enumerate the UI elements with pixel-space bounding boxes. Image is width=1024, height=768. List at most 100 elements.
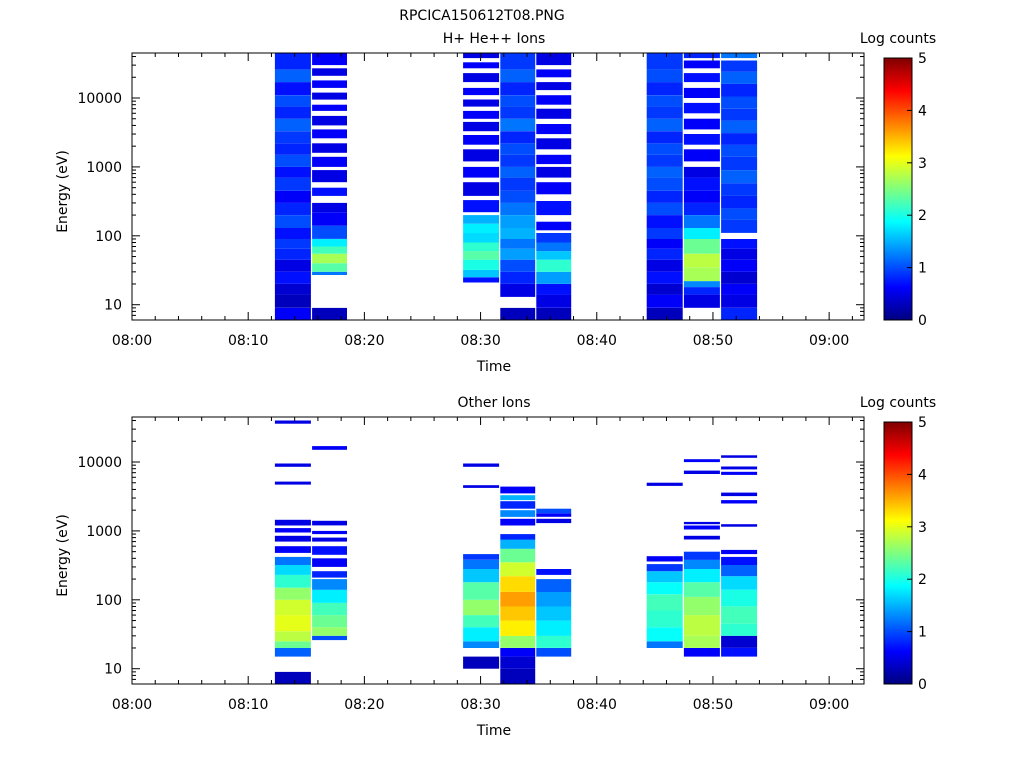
heatmap-cell: [274, 131, 311, 144]
heatmap-cell: [463, 53, 500, 59]
heatmap-cell: [463, 223, 500, 233]
heatmap-cell: [500, 562, 536, 577]
heatmap-cell: [500, 202, 536, 215]
heatmap-cell: [500, 95, 536, 107]
heatmap-cell: [721, 53, 758, 59]
heatmap-cell: [721, 133, 758, 145]
heatmap-cell: [646, 143, 683, 155]
heatmap-cell: [312, 156, 347, 167]
heatmap-cell: [312, 129, 347, 139]
heatmap-cell: [646, 118, 683, 132]
heatmap-cell: [500, 177, 536, 191]
colorbar-tick-label: 5: [918, 51, 927, 67]
heatmap-cell: [646, 571, 683, 583]
heatmap-cell: [683, 215, 720, 228]
colorbar-tick-label: 3: [918, 520, 927, 536]
heatmap-cell: [274, 671, 311, 684]
heatmap-cell: [274, 190, 311, 203]
heatmap-cell: [683, 134, 720, 145]
heatmap-cell: [500, 495, 536, 501]
heatmap-cell: [312, 546, 347, 555]
heatmap-cell: [536, 620, 572, 636]
heatmap-cell: [721, 60, 758, 72]
heatmap-cell: [536, 242, 572, 252]
heatmap-cell: [500, 106, 536, 119]
heatmap-cell: [721, 239, 758, 249]
heatmap-cell: [683, 60, 720, 69]
heatmap-cell: [536, 251, 572, 260]
heatmap-cell: [274, 259, 311, 272]
heatmap-cell: [312, 80, 347, 88]
heatmap-cell: [500, 539, 536, 549]
heatmap-cell: [500, 53, 536, 70]
panel-other-ions: 08:00 08:10 08:20 08:30 08:40 08:50 09:0010100…: [55, 395, 936, 739]
heatmap-cell: [463, 554, 500, 560]
heatmap-cell: [274, 177, 311, 191]
heatmap-cell: [646, 482, 683, 486]
heatmap-cell: [721, 589, 758, 607]
heatmap-cell: [500, 131, 536, 144]
heatmap-cell: [683, 535, 720, 540]
heatmap-cell: [463, 277, 500, 283]
heatmap-cell: [274, 631, 311, 642]
heatmap-cell: [274, 307, 311, 320]
x-tick-label: 09:00: [809, 697, 849, 713]
colorbar-tick-label: 1: [918, 625, 927, 641]
heatmap-cell: [463, 233, 500, 243]
heatmap-cell: [274, 294, 311, 308]
heatmap-cell: [683, 149, 720, 162]
heatmap-cell: [274, 82, 311, 96]
heatmap-cell: [683, 551, 720, 560]
heatmap-cell: [463, 99, 500, 107]
colorbar-tick-label: 5: [918, 415, 927, 431]
heatmap-cell: [312, 571, 347, 578]
heatmap-cell: [683, 615, 720, 636]
heatmap-cell: [721, 606, 758, 624]
heatmap-cell: [500, 510, 536, 517]
heatmap-cell: [536, 592, 572, 607]
heatmap-cell: [721, 294, 758, 308]
heatmap-cell: [721, 96, 758, 109]
x-tick-label: 08:00: [112, 333, 152, 349]
heatmap-cell: [683, 521, 720, 525]
heatmap-cell: [274, 53, 311, 70]
heatmap-cell: [312, 627, 347, 636]
heatmap-cell: [646, 271, 683, 284]
heatmap-cell: [274, 463, 311, 467]
heatmap-cell: [683, 253, 720, 268]
heatmap-cell: [646, 166, 683, 178]
heatmap-cell: [463, 110, 500, 119]
heatmap-cell: [536, 635, 572, 648]
colorbar-tick-label: 2: [918, 572, 927, 588]
heatmap-cell: [646, 239, 683, 249]
x-axis-title: Time: [476, 723, 511, 739]
heatmap-cell: [721, 208, 758, 220]
heatmap-cell: [500, 118, 536, 132]
heatmap-cell: [536, 233, 572, 243]
heatmap-cells: [274, 420, 758, 684]
heatmap-cell: [683, 287, 720, 295]
heatmap-cell: [646, 131, 683, 144]
heatmap-cell: [683, 648, 720, 657]
heatmap-cell: [536, 69, 572, 78]
heatmap-cell: [500, 606, 536, 621]
heatmap-cell: [312, 537, 347, 542]
colorbar-gradient: [883, 57, 913, 321]
y-tick-label: 10: [104, 662, 122, 678]
heatmap-cell: [500, 143, 536, 155]
heatmap-cell: [463, 215, 500, 224]
heatmap-cell: [721, 549, 758, 555]
heatmap-cell: [463, 259, 500, 270]
heatmap-cell: [312, 615, 347, 628]
x-tick-label: 08:50: [693, 333, 733, 349]
x-tick-label: 08:30: [460, 697, 500, 713]
heatmap-cell: [721, 524, 758, 527]
heatmap-cell: [683, 470, 720, 474]
heatmap-cell: [683, 177, 720, 191]
heatmap-cell: [536, 518, 572, 524]
x-tick-label: 08:00: [112, 697, 152, 713]
heatmap-cell: [721, 108, 758, 121]
heatmap-cell: [312, 253, 347, 264]
heatmap-cell: [500, 190, 536, 203]
heatmap-cell: [500, 259, 536, 272]
